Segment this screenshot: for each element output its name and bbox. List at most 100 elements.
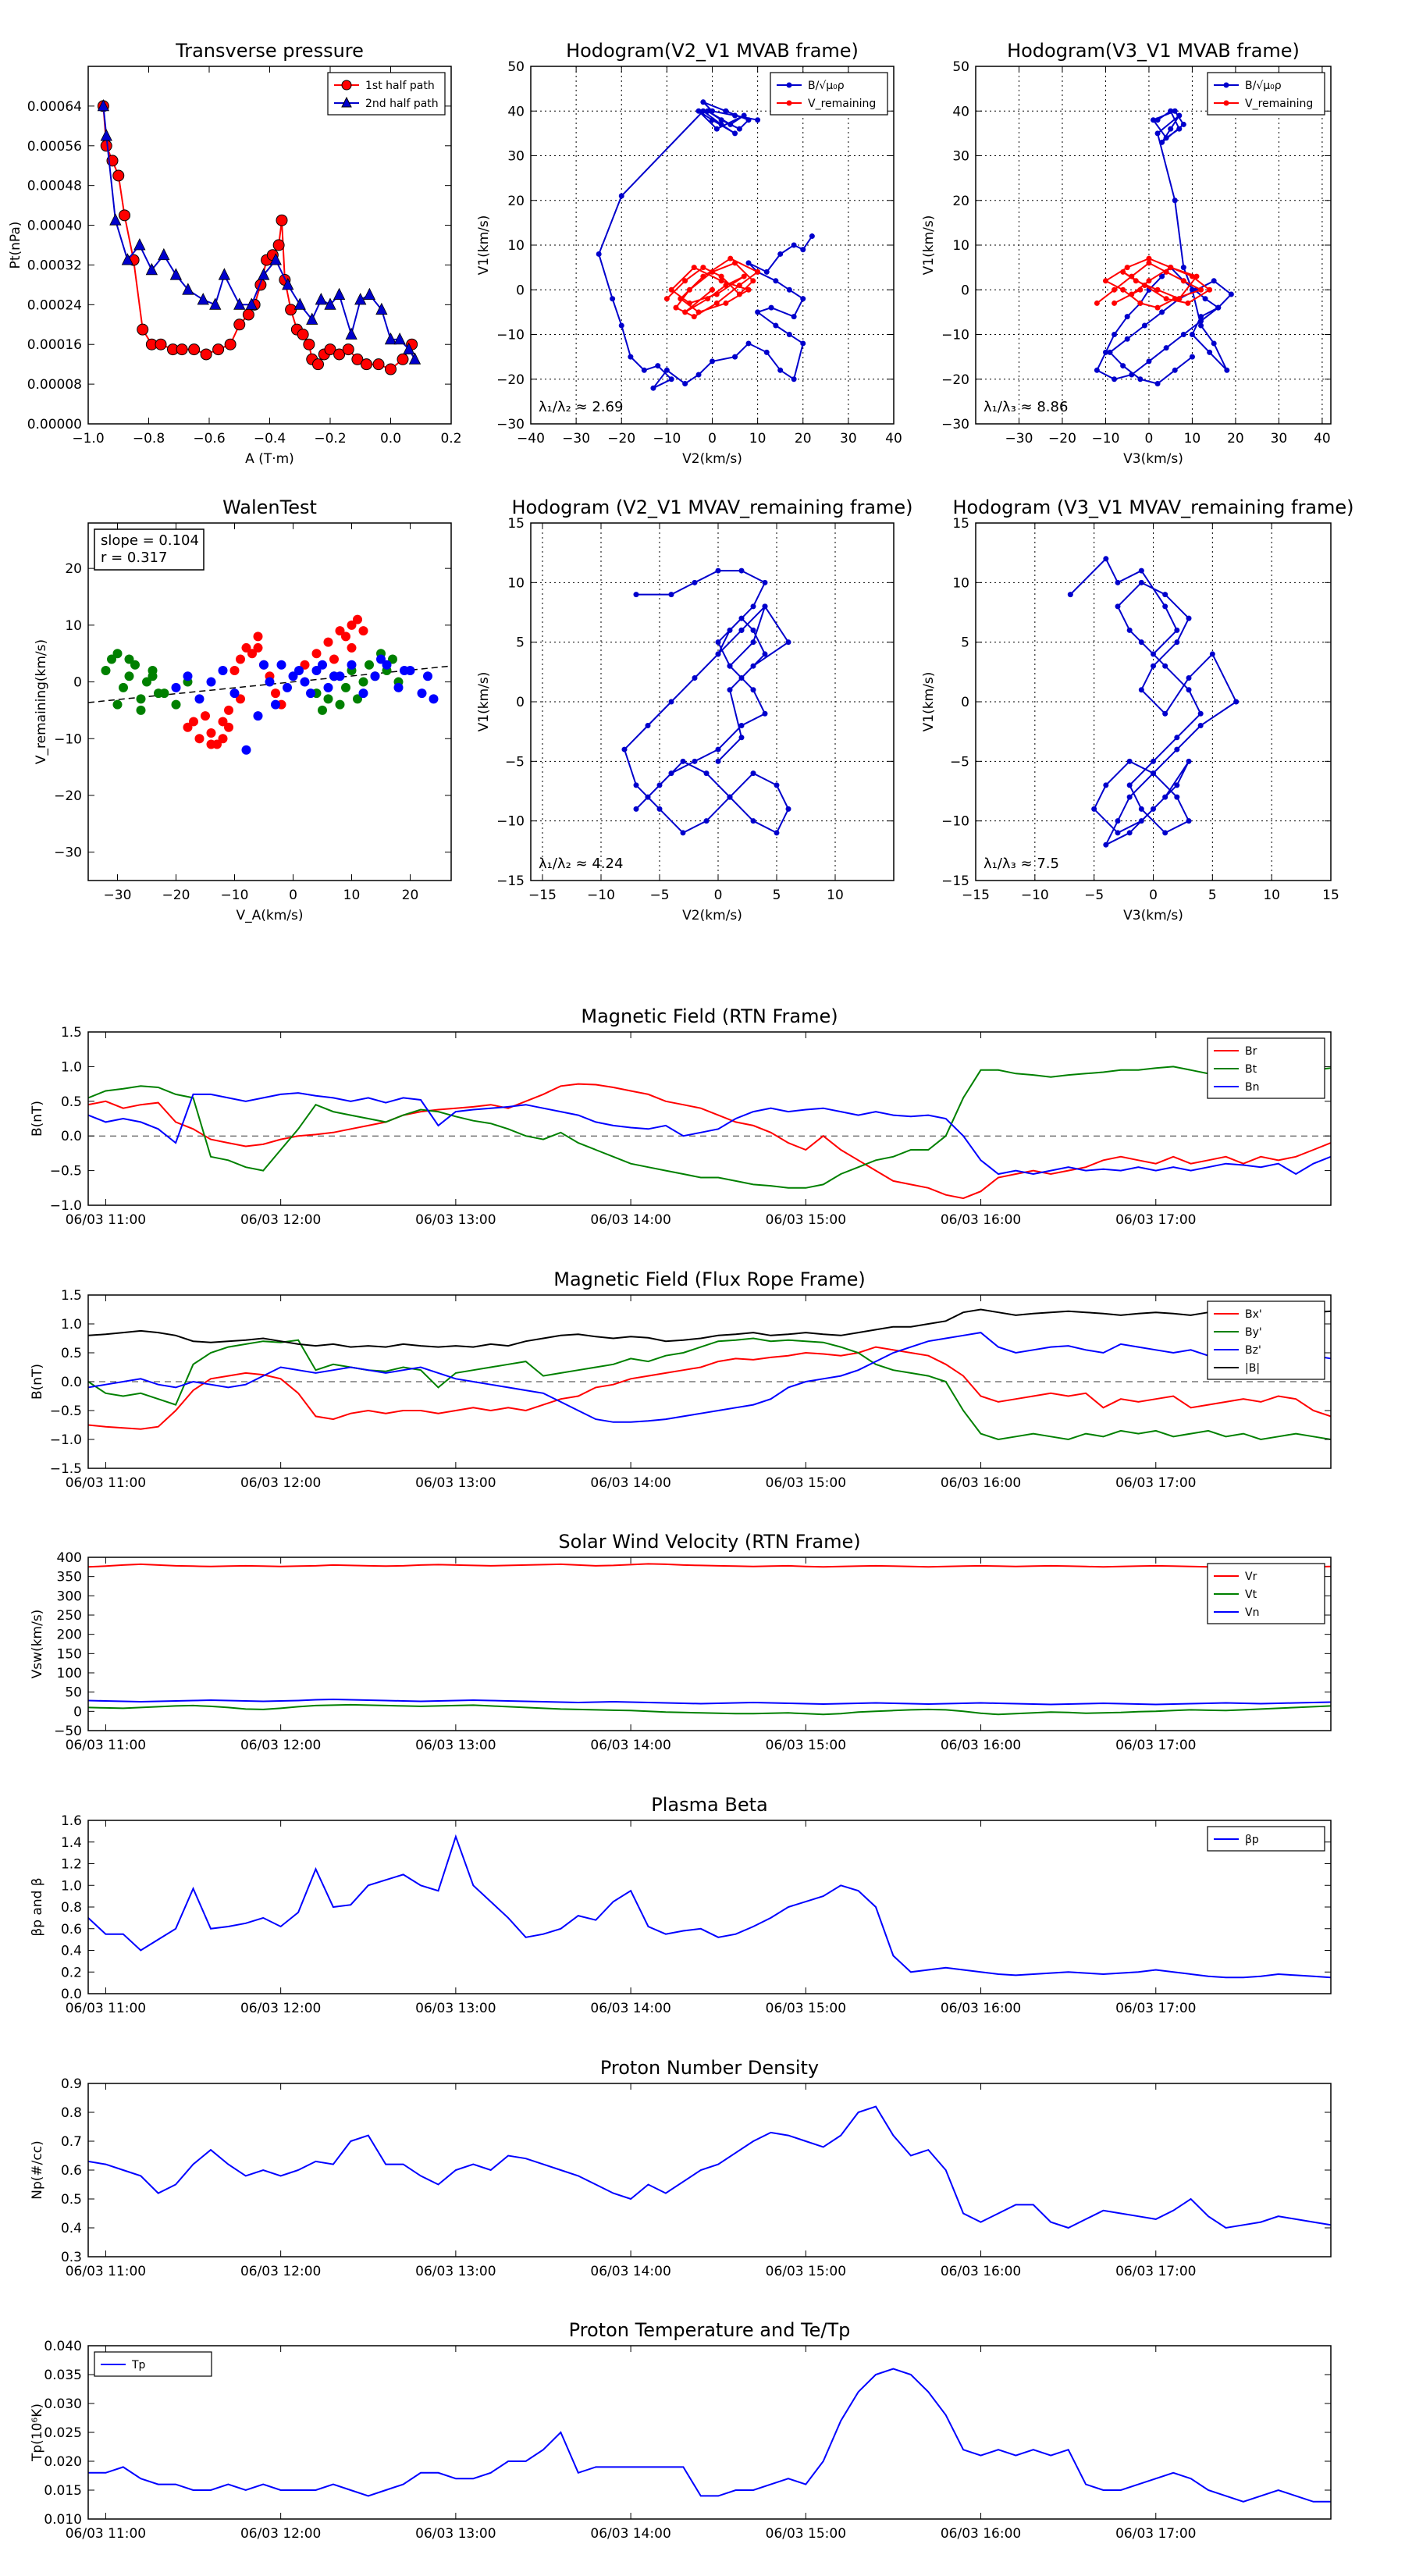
y-tick-label: 0.00040: [27, 219, 82, 234]
x-tick-label: 0: [708, 431, 717, 447]
chart-title: Solar Wind Velocity (RTN Frame): [558, 1531, 860, 1553]
data-point: [715, 758, 721, 764]
legend-label: Vr: [1245, 1571, 1257, 1583]
series-vr-line: [88, 1563, 1331, 1568]
data-point: [351, 353, 364, 365]
data-point: [1202, 296, 1208, 302]
y-tick-label: 0.00064: [27, 99, 82, 115]
x-tick-label: −20: [1048, 431, 1076, 447]
data-point: [610, 296, 616, 302]
y-tick-label: 50: [952, 59, 969, 75]
data-point: [385, 363, 397, 375]
chart-title: Transverse pressure: [175, 40, 364, 62]
data-point: [715, 639, 721, 646]
y-tick-label: 40: [507, 104, 525, 119]
data-point: [732, 112, 738, 119]
x-axis-label: A (T·m): [245, 451, 294, 467]
x-tick-label: 06/03 12:00: [240, 2264, 321, 2279]
data-point: [809, 233, 815, 240]
data-point: [682, 278, 688, 284]
legend-label: |B|: [1245, 1362, 1260, 1375]
y-tick-label: 0.020: [44, 2454, 82, 2470]
data-point: [353, 694, 362, 704]
data-point: [283, 682, 292, 692]
data-point: [1233, 699, 1240, 705]
x-tick-label: 06/03 11:00: [66, 2526, 146, 2542]
data-point: [1115, 579, 1121, 585]
data-point: [329, 671, 339, 681]
data-point: [1094, 367, 1100, 373]
data-point: [713, 126, 720, 132]
data-point: [347, 620, 357, 630]
data-point: [229, 666, 240, 676]
plot-area: [88, 2368, 1331, 2503]
x-tick-label: 06/03 16:00: [941, 2264, 1021, 2279]
data-point: [333, 348, 346, 361]
x-tick-label: 06/03 12:00: [240, 1738, 321, 1753]
data-point: [358, 626, 368, 636]
legend-marker: [341, 80, 352, 91]
y-tick-label: 0.6: [61, 1922, 82, 1937]
data-point: [124, 671, 134, 681]
y-tick-label: −20: [941, 372, 969, 388]
x-tick-label: −40: [517, 431, 545, 447]
x-axis-label: V3(km/s): [1123, 908, 1183, 923]
legend-label: Bz': [1245, 1344, 1261, 1357]
data-point: [1129, 291, 1135, 297]
data-point: [1176, 112, 1183, 119]
plot-area: [531, 66, 894, 424]
data-point: [1151, 663, 1156, 669]
legend-marker: [1223, 100, 1229, 106]
legend: B/√μ₀ρ V_remaining: [770, 72, 888, 116]
y-tick-label: 0.4: [61, 2221, 82, 2236]
data-point: [130, 660, 140, 670]
y-tick-label: −5: [950, 754, 969, 770]
data-point: [218, 734, 228, 744]
data-point: [741, 112, 747, 119]
data-point: [718, 278, 724, 284]
data-point: [732, 130, 738, 137]
data-point: [311, 649, 322, 659]
data-point: [258, 268, 270, 280]
y-axis-label: B(nT): [30, 1101, 45, 1137]
data-point: [194, 694, 205, 704]
data-point: [738, 735, 745, 741]
data-point: [705, 108, 711, 114]
data-point: [271, 688, 280, 699]
data-point: [633, 592, 639, 598]
data-point: [345, 327, 357, 340]
data-point: [1186, 687, 1192, 693]
y-tick-label: 0.6: [61, 2163, 82, 2179]
y-tick-label: −15: [941, 873, 969, 889]
data-point: [1162, 830, 1168, 836]
data-point: [656, 782, 663, 788]
data-point: [276, 214, 288, 226]
x-axis-label: V_A(km/s): [236, 908, 303, 923]
data-point: [318, 705, 327, 715]
data-point: [663, 367, 670, 373]
data-point: [272, 239, 285, 251]
x-tick-label: −0.8: [133, 431, 165, 447]
data-point: [293, 297, 306, 310]
x-tick-label: 06/03 15:00: [766, 1738, 846, 1753]
data-point: [384, 332, 397, 345]
data-point: [388, 654, 397, 664]
chart-p7: Magnetic Field (RTN Frame) 06/03 11:00 06/…: [30, 1005, 1332, 1228]
data-point: [1146, 358, 1152, 365]
chart-title: Proton Number Density: [600, 2057, 819, 2079]
y-axis-label: Vsw(km/s): [30, 1610, 45, 1679]
y-tick-label: −1.0: [50, 1198, 82, 1214]
data-point: [1168, 108, 1174, 114]
y-tick-label: 100: [57, 1666, 82, 1681]
data-point: [621, 746, 628, 753]
data-point: [718, 121, 724, 127]
legend-label: Bn: [1245, 1081, 1259, 1094]
series-vn-line: [88, 1698, 1331, 1706]
y-tick-label: −20: [54, 788, 82, 804]
data-point: [1189, 332, 1195, 337]
data-point: [1154, 286, 1161, 293]
y-tick-label: −10: [496, 814, 525, 830]
data-point: [736, 291, 742, 297]
data-point: [727, 663, 733, 669]
